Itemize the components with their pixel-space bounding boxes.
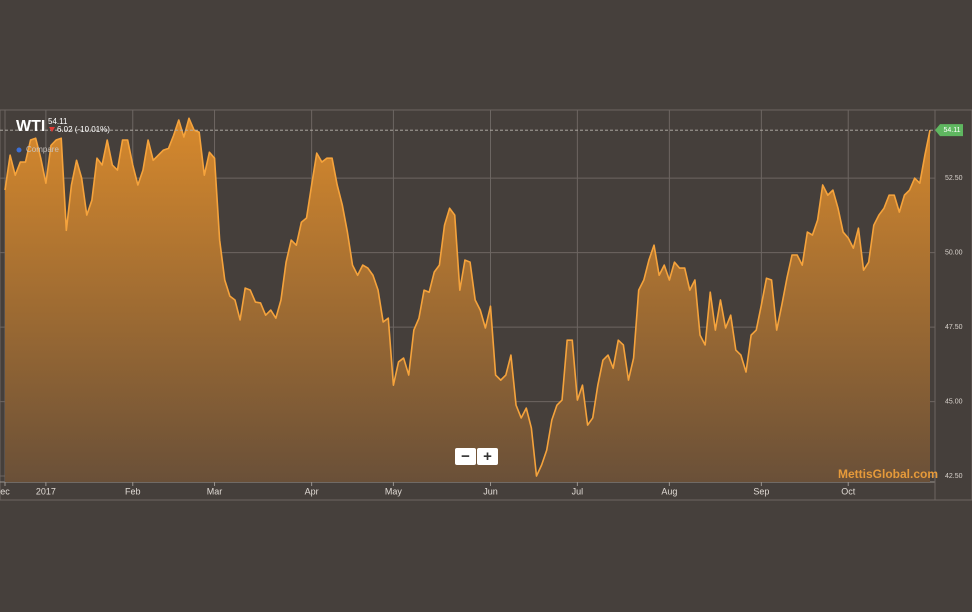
compare-dot[interactable] bbox=[16, 147, 22, 153]
y-tick-label: 42.50 bbox=[945, 473, 963, 480]
zoom-out-label[interactable]: − bbox=[461, 448, 470, 465]
x-tick-label: Sep bbox=[753, 486, 769, 496]
compare-link[interactable]: Compare bbox=[26, 145, 59, 154]
x-tick-label: Oct bbox=[841, 486, 856, 496]
x-tick-label: Apr bbox=[305, 486, 319, 496]
zoom-in-label[interactable]: + bbox=[483, 448, 492, 465]
zoom-out-button[interactable] bbox=[455, 448, 476, 465]
y-tick-label: 50.00 bbox=[945, 249, 963, 256]
y-tick-label: 52.50 bbox=[945, 175, 963, 182]
price-line bbox=[4, 117, 931, 477]
x-tick-label: Jul bbox=[572, 486, 584, 496]
watermark: MettisGlobal.com bbox=[838, 467, 938, 481]
x-tick-label: Aug bbox=[661, 486, 677, 496]
change-label: 6.02 (-10.01%) bbox=[57, 125, 110, 134]
last-price-tag-label: 54.11 bbox=[944, 127, 961, 134]
last-price: 54.11 bbox=[48, 117, 68, 126]
x-tick-label: Jun bbox=[483, 486, 498, 496]
y-tick-label: 45.00 bbox=[945, 398, 963, 405]
zoom-controls: − + bbox=[455, 448, 498, 465]
last-price-tag bbox=[935, 124, 963, 137]
down-arrow bbox=[49, 127, 55, 132]
x-tick-label: May bbox=[385, 486, 403, 496]
x-tick-label: Mar bbox=[207, 486, 223, 496]
y-tick-label: 47.50 bbox=[945, 324, 963, 331]
x-tick-label: 2017 bbox=[36, 486, 56, 496]
x-tick-label: ec bbox=[0, 486, 10, 496]
symbol-title: WTI bbox=[16, 118, 45, 135]
x-tick-label: Feb bbox=[125, 486, 141, 496]
zoom-in-button[interactable] bbox=[477, 448, 498, 465]
